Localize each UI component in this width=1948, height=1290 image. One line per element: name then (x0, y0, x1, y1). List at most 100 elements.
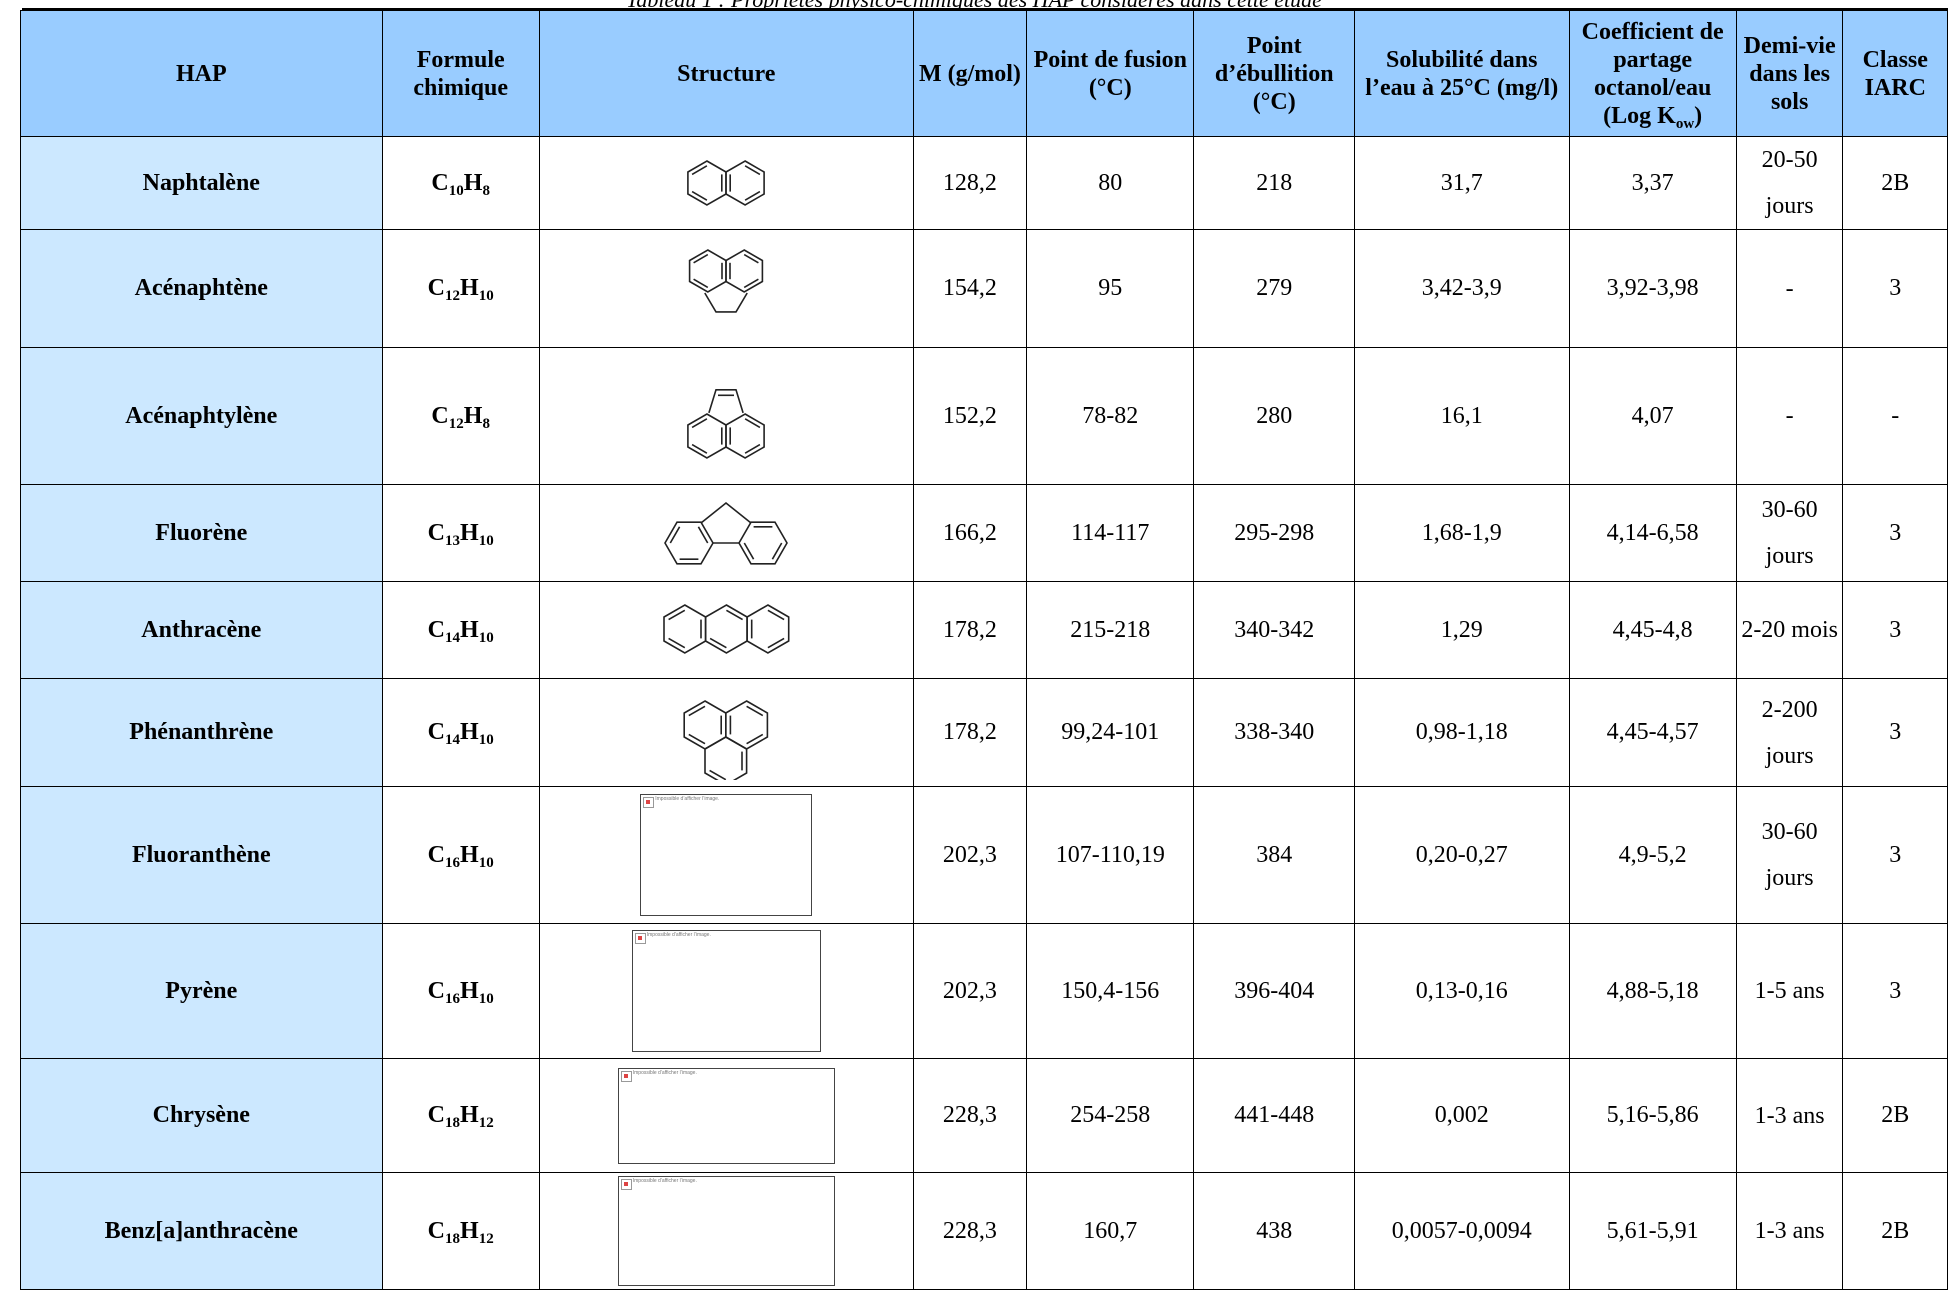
half-life-value: 1-3 ans (1754, 1218, 1825, 1244)
broken-image-glyph-icon (634, 933, 646, 944)
formula-carbon-count: 12 (445, 288, 461, 304)
hap-name: Acénaphtène (20, 229, 383, 348)
molar-mass: 128,2 (912, 136, 1028, 230)
formula-hydrogen-count: 10 (478, 288, 494, 304)
structure-cell (538, 229, 914, 348)
boiling-point: 384 (1193, 786, 1356, 924)
formula-cell: C14H10 (381, 581, 540, 679)
formula-hydrogen-count: 10 (478, 629, 494, 646)
melting-point: 95 (1026, 229, 1195, 348)
hap-name: Anthracène (20, 581, 383, 679)
structure-cell: Impossible d’afficher l’image. (538, 923, 914, 1059)
formula-carbon-count: 12 (448, 415, 464, 432)
broken-image-glyph-icon (643, 797, 655, 808)
header-melting-point: Point de fusion (°C) (1026, 10, 1195, 137)
solubility: 0,20-0,27 (1354, 786, 1570, 924)
hap-name: Fluoranthène (20, 786, 383, 924)
half-life-value: 30-60 (1761, 819, 1818, 845)
formula-hydrogen-count: 10 (478, 532, 494, 549)
acenaphthylene-structure (544, 366, 909, 466)
naphthalene-structure (544, 153, 909, 213)
log-kow: 4,88-5,18 (1568, 923, 1737, 1059)
formula-hydrogen-count: 12 (478, 1230, 494, 1247)
hap-name: Benz[a]anthracène (20, 1172, 383, 1290)
hap-name: Naphtalène (20, 136, 383, 230)
iarc-class: 2B (1842, 136, 1948, 230)
structure-cell (538, 678, 914, 787)
melting-point: 78-82 (1026, 347, 1195, 485)
formula-hydrogen: H (460, 977, 479, 1004)
header-partition-coefficient: Coefficient de partage octanol/eau (Log K… (1568, 10, 1737, 137)
formula-hydrogen: H (460, 719, 479, 745)
formula-hydrogen-count: 12 (478, 1115, 494, 1131)
boiling-point: 295-298 (1193, 484, 1356, 582)
formula-carbon: C (427, 519, 446, 546)
broken-image-icon: Impossible d’afficher l’image. (617, 1067, 835, 1164)
phenanthrene-structure (544, 685, 909, 780)
formula-carbon: C (427, 1217, 446, 1244)
boiling-point: 218 (1193, 136, 1356, 230)
boiling-point: 279 (1193, 229, 1356, 348)
anthracene-structure (544, 593, 909, 667)
formula-carbon-count: 14 (445, 732, 461, 748)
melting-point: 254-258 (1026, 1058, 1195, 1173)
boiling-point: 396-404 (1193, 923, 1356, 1059)
half-life-value: - (1785, 275, 1794, 302)
melting-point: 80 (1026, 136, 1195, 230)
hap-name: Chrysène (20, 1058, 383, 1173)
formula-hydrogen-count: 10 (478, 732, 494, 748)
log-kow: 3,37 (1568, 136, 1737, 230)
melting-point: 150,4-156 (1026, 923, 1195, 1059)
half-life-value: 30-60 (1761, 497, 1818, 523)
molar-mass: 178,2 (912, 581, 1028, 679)
formula-carbon-count: 18 (445, 1115, 461, 1131)
melting-point: 107-110,19 (1026, 786, 1195, 924)
molar-mass: 202,3 (912, 786, 1028, 924)
structure-cell: Impossible d’afficher l’image. (538, 786, 914, 924)
half-life: 1-3 ans (1735, 1172, 1844, 1290)
formula-cell: C16H10 (381, 923, 540, 1059)
half-life-unit: jours (1765, 193, 1814, 219)
hap-properties-table: HAP Formule chimique Structure M (g/mol)… (20, 10, 1948, 1290)
formula-cell: C18H12 (381, 1058, 540, 1173)
structure-cell (538, 581, 914, 679)
formula-carbon: C (427, 719, 446, 745)
melting-point: 215-218 (1026, 581, 1195, 679)
iarc-class: 3 (1842, 923, 1948, 1059)
formula-carbon-count: 10 (448, 182, 464, 199)
log-kow: 4,45-4,57 (1568, 678, 1737, 787)
melting-point: 114-117 (1026, 484, 1195, 582)
boiling-point: 340-342 (1193, 581, 1356, 679)
melting-point: 160,7 (1026, 1172, 1195, 1290)
log-kow: 3,92-3,98 (1568, 229, 1737, 348)
formula-carbon-count: 18 (445, 1230, 461, 1247)
table-row: Acénaphtène C12H10 154,2 95 279 3,42-3,9 3,92-… (20, 229, 1948, 348)
hap-name: Acénaphtylène (20, 347, 383, 485)
formula-carbon: C (427, 977, 446, 1004)
table-caption: Tableau 1 : Propriétés physico-chimiques… (0, 0, 1948, 10)
caption-rule (22, 8, 1948, 10)
half-life: 30-60 jours (1735, 786, 1844, 924)
structure-cell (538, 136, 914, 230)
header-kow-close: ) (1694, 102, 1703, 129)
half-life-unit: jours (1765, 543, 1814, 569)
half-life: 20-50 jours (1735, 136, 1844, 230)
header-row: HAP Formule chimique Structure M (g/mol)… (20, 10, 1948, 137)
formula-cell: C13H10 (381, 484, 540, 582)
iarc-class: 3 (1842, 786, 1948, 924)
header-kow-text: Coefficient de partage octanol/eau (1581, 18, 1724, 101)
formula-hydrogen: H (460, 1217, 479, 1244)
formula-carbon: C (431, 169, 449, 196)
half-life: - (1735, 229, 1844, 348)
formula-carbon: C (427, 841, 446, 868)
iarc-class: 3 (1842, 484, 1948, 582)
solubility: 0,002 (1354, 1058, 1570, 1173)
melting-point: 99,24-101 (1026, 678, 1195, 787)
half-life-value: 2-20 mois (1741, 617, 1838, 643)
table-row: Phénanthrène C14H10 178,2 99,24-101 338-340 0… (20, 678, 1948, 787)
formula-cell: C12H8 (381, 347, 540, 485)
formula-cell: C10H8 (381, 136, 540, 230)
formula-carbon-count: 16 (445, 854, 461, 871)
header-kow-sub: ow (1675, 115, 1695, 132)
caption-text: Tableau 1 : Propriétés physico-chimiques… (0, 0, 1948, 10)
